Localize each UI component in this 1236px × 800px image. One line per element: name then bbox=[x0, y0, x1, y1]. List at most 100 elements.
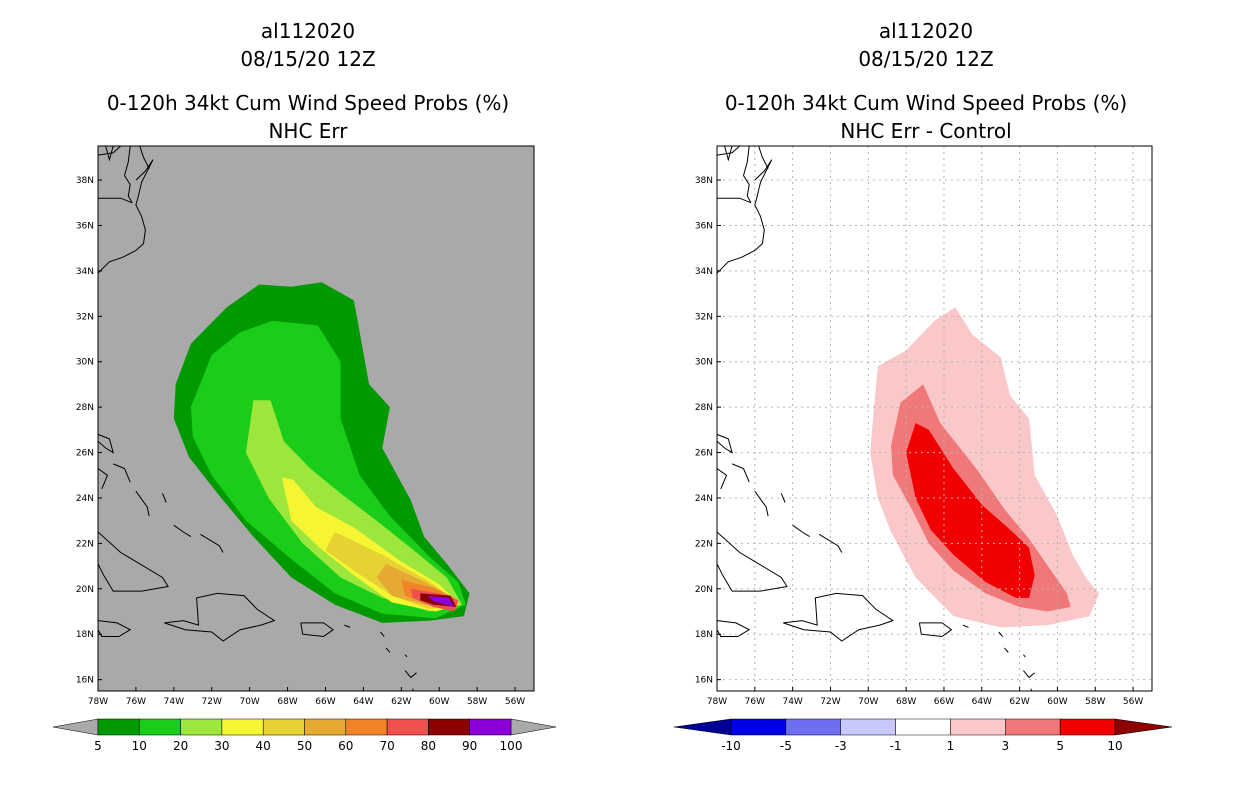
contour-20 bbox=[245, 400, 462, 612]
coastline-12 bbox=[200, 533, 224, 553]
colorbar-swatch-0 bbox=[97, 718, 140, 736]
right-x-axis: 78W 76W 74W 72W 70W 68W 66W 64W 62W 60W 58W 56W bbox=[707, 687, 1143, 707]
right-storm-id: al112020 bbox=[879, 19, 973, 43]
coastline-14 bbox=[717, 620, 751, 637]
colorbar-label-10: 100 bbox=[500, 739, 523, 753]
y-tick-label-1: 18N bbox=[76, 630, 94, 640]
y-tick-label-2: 20N bbox=[695, 585, 713, 595]
colorbar-label-6: 5 bbox=[1056, 739, 1064, 753]
left-contours bbox=[173, 282, 470, 623]
right-chart-title: 0-120h 34kt Cum Wind Speed Probs (%) bbox=[725, 91, 1127, 115]
x-tick-label-8: 62W bbox=[1009, 697, 1029, 707]
y-tick-label-5: 26N bbox=[695, 449, 713, 459]
y-tick-label-2: 20N bbox=[76, 585, 94, 595]
coastline-16 bbox=[918, 622, 953, 638]
coastline-13 bbox=[98, 531, 169, 592]
colorbar-swatch-0 bbox=[730, 718, 787, 736]
x-tick-label-10: 58W bbox=[467, 697, 487, 707]
y-tick-label-8: 32N bbox=[695, 312, 713, 322]
right-contours bbox=[870, 307, 1099, 628]
coastline-18 bbox=[998, 631, 1003, 637]
y-tick-label-0: 16N bbox=[76, 676, 94, 686]
x-tick-label-9: 60W bbox=[1047, 697, 1067, 707]
coastline-4 bbox=[724, 146, 733, 162]
coastline-3 bbox=[98, 146, 122, 156]
y-tick-label-10: 36N bbox=[76, 221, 94, 231]
y-tick-label-6: 28N bbox=[695, 403, 713, 413]
coastline-22 bbox=[1030, 688, 1032, 691]
y-tick-label-3: 22N bbox=[695, 539, 713, 549]
colorbar-label-0: -10 bbox=[721, 739, 741, 753]
colorbar-label-9: 90 bbox=[462, 739, 477, 753]
x-tick-label-5: 68W bbox=[277, 697, 297, 707]
coastline-19 bbox=[385, 647, 391, 653]
x-tick-label-2: 74W bbox=[782, 697, 802, 707]
right-colorbar: -10 -5 -3 -1 1 3 5 10 bbox=[673, 718, 1173, 753]
x-tick-label-7: 64W bbox=[972, 697, 992, 707]
colorbar-swatch-5 bbox=[1005, 718, 1061, 736]
coastline-11 bbox=[792, 524, 810, 538]
y-tick-label-10: 36N bbox=[695, 221, 713, 231]
x-tick-label-5: 68W bbox=[896, 697, 916, 707]
coastline-0 bbox=[98, 159, 154, 274]
coastline-11 bbox=[173, 524, 192, 538]
coastline-12 bbox=[818, 533, 843, 553]
contour-90 bbox=[427, 595, 455, 607]
contour-5 bbox=[906, 423, 1035, 598]
coastline-7 bbox=[717, 468, 728, 490]
coastline-4 bbox=[105, 146, 114, 162]
coastline-19 bbox=[1004, 647, 1009, 653]
coastline-17 bbox=[962, 624, 969, 628]
colorbar-label-1: 10 bbox=[132, 739, 147, 753]
y-tick-label-7: 30N bbox=[695, 358, 713, 368]
coastline-13 bbox=[717, 531, 788, 592]
left-panel: al112020 08/15/20 12Z 0-120h 34kt Cum Wi… bbox=[52, 19, 557, 753]
left-chart-subtitle: NHC Err bbox=[268, 119, 348, 143]
colorbar-label-8: 80 bbox=[421, 739, 436, 753]
colorbar-label-3: 30 bbox=[214, 739, 229, 753]
coastline-14 bbox=[98, 620, 132, 637]
coastline-17 bbox=[344, 624, 351, 628]
colorbar-swatch-4 bbox=[262, 718, 305, 736]
right-panel: al112020 08/15/20 12Z 0-120h 34kt Cum Wi… bbox=[673, 19, 1173, 753]
y-tick-label-11: 38N bbox=[695, 176, 713, 186]
x-tick-label-4: 70W bbox=[858, 697, 878, 707]
colorbar-swatch-6 bbox=[345, 718, 388, 736]
x-tick-label-6: 66W bbox=[934, 697, 954, 707]
x-tick-label-4: 70W bbox=[239, 697, 259, 707]
colorbar-label-7: 10 bbox=[1107, 739, 1122, 753]
coastline-21 bbox=[404, 670, 417, 679]
coastline-0 bbox=[717, 159, 773, 274]
x-tick-label-11: 56W bbox=[1123, 697, 1143, 707]
left-x-axis: 78W 76W 74W 72W 70W 68W 66W 64W 62W 60W 58W 56W bbox=[88, 687, 525, 707]
left-storm-id: al112020 bbox=[261, 19, 355, 43]
coastline-15 bbox=[164, 592, 276, 642]
contour-1 bbox=[870, 307, 1099, 628]
coastline-16 bbox=[300, 622, 334, 638]
colorbar-label-4: 40 bbox=[256, 739, 271, 753]
coastline-3 bbox=[717, 146, 741, 156]
y-tick-label-5: 26N bbox=[76, 449, 94, 459]
coastline-1 bbox=[742, 146, 752, 204]
coastline-8 bbox=[113, 463, 131, 483]
colorbar-swatch-7 bbox=[386, 718, 429, 736]
x-tick-label-0: 78W bbox=[707, 697, 727, 707]
colorbar-label-3: -1 bbox=[890, 739, 902, 753]
colorbar-under-arrow bbox=[52, 718, 99, 736]
coastline-20 bbox=[404, 654, 408, 658]
colorbar-label-5: 3 bbox=[1001, 739, 1009, 753]
colorbar-label-2: 20 bbox=[173, 739, 188, 753]
right-plot-frame bbox=[716, 145, 1153, 692]
coastline-6 bbox=[98, 433, 115, 454]
left-y-axis: 16N 18N 20N 22N 24N 26N 28N 30N 32N 34N 36N 38N bbox=[76, 176, 102, 686]
x-tick-label-9: 60W bbox=[429, 697, 449, 707]
coastline-10 bbox=[162, 493, 167, 503]
coastline-5 bbox=[98, 197, 133, 204]
x-tick-label-8: 62W bbox=[391, 697, 411, 707]
left-coastlines bbox=[98, 146, 417, 691]
colorbar-swatch-8 bbox=[428, 718, 470, 736]
coastline-1 bbox=[123, 146, 133, 204]
coastline-6 bbox=[717, 433, 733, 454]
colorbar-swatch-1 bbox=[785, 718, 841, 736]
y-tick-label-11: 38N bbox=[76, 176, 94, 186]
